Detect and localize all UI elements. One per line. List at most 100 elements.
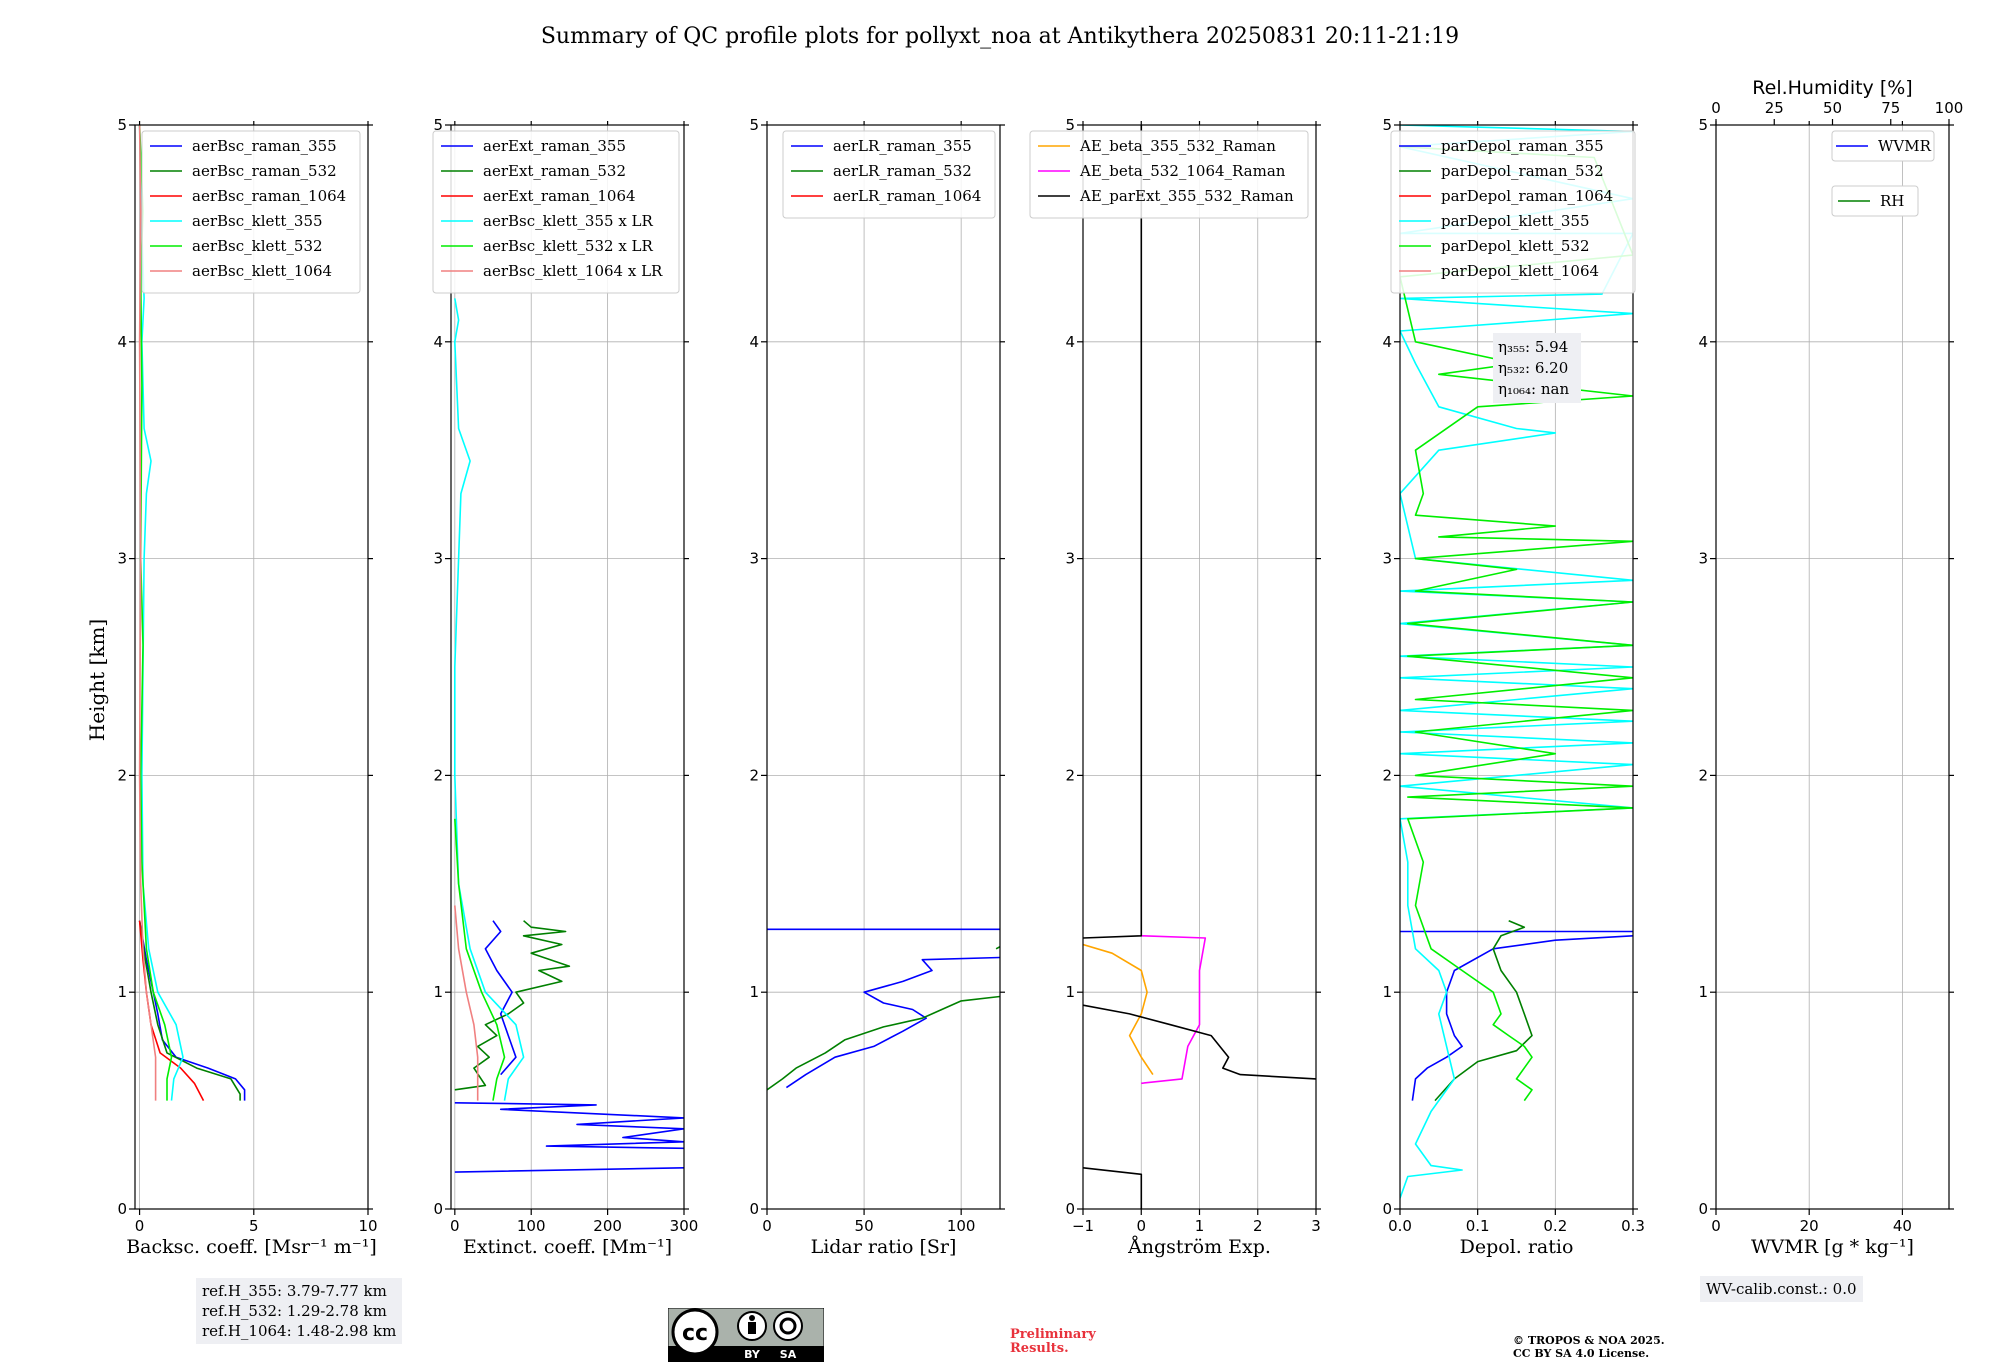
preliminary-line-2: Results.: [1010, 1341, 1069, 1356]
copyright-line-2: CC BY SA 4.0 License.: [1513, 1347, 1650, 1360]
x-axis-label: Lidar ratio [Sr]: [811, 1236, 957, 1258]
legend-label-aerBsc_klett_532 x LR: aerBsc_klett_532 x LR: [483, 237, 654, 255]
x-tick-label: 40: [1893, 1217, 1912, 1235]
plot-frame: [1715, 124, 1950, 1210]
legend-label-AE_parExt_355_532_Raman: AE_parExt_355_532_Raman: [1079, 187, 1294, 205]
y-tick-label: 3: [433, 550, 443, 568]
series-line-aerExt_raman_355: [454, 920, 684, 1173]
x-axis-label: Ångström Exp.: [1127, 1236, 1271, 1258]
x-axis-label: Depol. ratio: [1460, 1236, 1574, 1258]
refh-355: ref.H_355: 3.79-7.77 km: [202, 1282, 387, 1300]
plot-frame: [766, 124, 1001, 1210]
x-tick-label: 5: [249, 1217, 259, 1235]
x-axis-label: WVMR [g * kg⁻¹]: [1751, 1236, 1914, 1258]
preliminary-note: Preliminary Results.: [1010, 1328, 1096, 1356]
legend-label-aerBsc_raman_532: aerBsc_raman_532: [192, 162, 337, 180]
y-tick-label: 4: [1065, 333, 1075, 351]
x-tick-label: 2: [1253, 1217, 1263, 1235]
y-tick-label: 5: [117, 116, 127, 134]
legend-label-aerBsc_klett_1064 x LR: aerBsc_klett_1064 x LR: [483, 262, 663, 280]
y-tick-label: 0: [117, 1200, 127, 1218]
eta-annotation: η₃₅₅: 5.94: [1498, 338, 1568, 356]
y-tick-label: 2: [749, 766, 759, 784]
y-tick-label: 5: [1382, 116, 1392, 134]
y-tick-label: 2: [117, 766, 127, 784]
x-tick-label: 10: [358, 1217, 377, 1235]
y-tick-label: 2: [1382, 766, 1392, 784]
legend-label-aerExt_raman_1064: aerExt_raman_1064: [483, 187, 636, 205]
panel-ext: 0 100 200 300 0 1 2 3 4 5 Extinct. coeff. [Mm⁻¹] ae…: [432, 116, 698, 1258]
y-tick-label: 2: [433, 766, 443, 784]
plot-frame: [1399, 124, 1634, 1210]
x-tick-label: 20: [1800, 1217, 1819, 1235]
y-axis-label: Height [km]: [85, 619, 109, 741]
x-tick-label: 0: [135, 1217, 145, 1235]
x-tick-label: 100: [947, 1217, 976, 1235]
legend: parDepol_raman_355 parDepol_raman_532 parD…: [1390, 130, 1636, 294]
copyright-line-1: © TROPOS & NOA 2025.: [1513, 1334, 1665, 1347]
x-axis-label: Backsc. coeff. [Msr⁻¹ m⁻¹]: [126, 1236, 377, 1258]
y-tick-label: 3: [1382, 550, 1392, 568]
cc-sa-label: SA: [780, 1348, 797, 1361]
y-tick-label: 1: [117, 983, 127, 1001]
y-tick-label: 5: [433, 116, 443, 134]
y-tick-label: 0: [1698, 1200, 1708, 1218]
series-line-aerLR_raman_355: [767, 928, 1000, 1089]
y-tick-label: 4: [433, 333, 443, 351]
legend-label-aerLR_raman_532: aerLR_raman_532: [833, 162, 972, 180]
y-tick-label: 1: [1065, 983, 1075, 1001]
plot-frame: [450, 124, 685, 1210]
figure-title: Summary of QC profile plots for pollyxt_…: [541, 24, 1459, 49]
x-tick-label: 1: [1195, 1217, 1205, 1235]
legend-box: [1029, 130, 1309, 219]
y-tick-label: 3: [1065, 550, 1075, 568]
series-group: [767, 928, 1000, 1091]
y-tick-label: 2: [1698, 766, 1708, 784]
series-group: [138, 125, 246, 1101]
series-group: [1083, 125, 1316, 1209]
wv-calib-text: WV-calib.const.: 0.0: [1706, 1280, 1857, 1298]
panel-wv: 0 20 40 0 1 2 3 4 5 WVMR [g * kg⁻¹] 0 25 50 75 100 Rel.…: [1698, 77, 1963, 1258]
plot-frame: [134, 124, 369, 1210]
legend-label-parDepol_klett_1064: parDepol_klett_1064: [1441, 262, 1599, 280]
legend-label-parDepol_raman_1064: parDepol_raman_1064: [1441, 187, 1613, 205]
legend-label-parDepol_raman_532: parDepol_raman_532: [1441, 162, 1604, 180]
top-tick-label: 100: [1935, 99, 1964, 117]
x-tick-label: 0: [450, 1217, 460, 1235]
refh-1064: ref.H_1064: 1.48-2.98 km: [202, 1322, 397, 1340]
series-line-aerBsc_raman_532: [138, 920, 241, 1101]
y-tick-label: 0: [749, 1200, 759, 1218]
series-line-aerBsc_klett_355 x LR: [454, 298, 525, 1101]
wv-calib-box: WV-calib.const.: 0.0: [1700, 1276, 1863, 1302]
legend-label-aerLR_raman_355: aerLR_raman_355: [833, 137, 972, 155]
legend-label-parDepol_klett_532: parDepol_klett_532: [1441, 237, 1590, 255]
legend-box: [1390, 130, 1636, 294]
refh-532: ref.H_532: 1.29-2.78 km: [202, 1302, 387, 1320]
series-line-aerBsc_klett_1064: [138, 125, 157, 1101]
legend-label-aerExt_raman_355: aerExt_raman_355: [483, 137, 626, 155]
eta-annotation: η₁₀₆₄: nan: [1498, 380, 1569, 398]
x-tick-label: 3: [1311, 1217, 1321, 1235]
top-tick-label: 0: [1711, 99, 1721, 117]
cc-by-label: BY: [744, 1348, 761, 1361]
series-line-parDepol_raman_355: [1400, 930, 1633, 1101]
eta-box: [1493, 333, 1581, 403]
y-tick-label: 4: [749, 333, 759, 351]
x-tick-label: 100: [517, 1217, 546, 1235]
legend-label-aerBsc_raman_355: aerBsc_raman_355: [192, 137, 337, 155]
y-tick-label: 5: [1698, 116, 1708, 134]
x-tick-label: 0: [762, 1217, 772, 1235]
y-tick-label: 4: [1698, 333, 1708, 351]
legend-box: [1831, 130, 1935, 162]
y-tick-label: 1: [1382, 983, 1392, 1001]
series-line-aerBsc_klett_1064 x LR: [454, 905, 479, 1101]
y-tick-label: 0: [433, 1200, 443, 1218]
series-line-aerLR_raman_532: [767, 945, 1000, 1091]
svg-text:cc: cc: [682, 1321, 708, 1346]
legend: aerExt_raman_355 aerExt_raman_532 aerExt_r…: [432, 130, 680, 294]
y-tick-label: 5: [749, 116, 759, 134]
series-line-aerBsc_klett_532 x LR: [454, 818, 506, 1101]
y-tick-label: 3: [117, 550, 127, 568]
eta-annotation: η₅₃₂: 6.20: [1498, 359, 1568, 377]
